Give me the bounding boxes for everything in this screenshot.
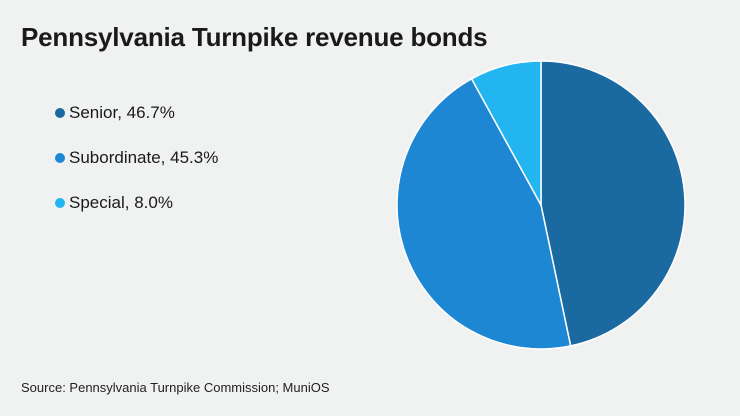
legend-dot-special <box>55 198 65 208</box>
legend-label-subordinate: Subordinate, 45.3% <box>69 148 219 167</box>
chart-title: Pennsylvania Turnpike revenue bonds <box>21 22 488 52</box>
legend-label-special: Special, 8.0% <box>69 193 173 212</box>
legend-dot-subordinate <box>55 153 65 163</box>
source-note: Source: Pennsylvania Turnpike Commission… <box>21 380 330 395</box>
legend: Senior, 46.7% Subordinate, 45.3% Special… <box>55 101 218 236</box>
legend-item-subordinate: Subordinate, 45.3% <box>55 146 218 170</box>
legend-item-special: Special, 8.0% <box>55 191 218 215</box>
legend-item-senior: Senior, 46.7% <box>55 101 218 125</box>
pie-slice-senior <box>540 60 686 347</box>
legend-dot-senior <box>55 108 65 118</box>
legend-label-senior: Senior, 46.7% <box>69 103 175 122</box>
pie-slice-subordinate <box>396 77 572 350</box>
pie-slice-special <box>470 60 542 206</box>
